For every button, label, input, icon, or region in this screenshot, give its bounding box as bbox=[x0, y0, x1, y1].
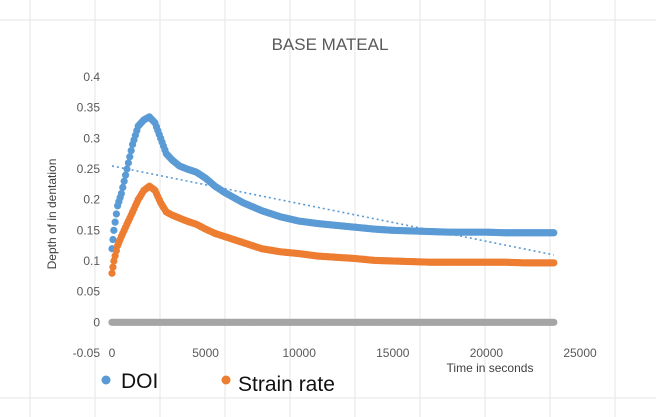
data-point bbox=[112, 210, 120, 218]
series-baseline bbox=[108, 318, 558, 326]
y-tick-label: 0.4 bbox=[83, 70, 100, 84]
y-tick-label: 0.15 bbox=[77, 223, 101, 237]
x-tick-label: 5000 bbox=[192, 346, 219, 360]
data-point bbox=[120, 177, 128, 185]
y-axis-label: Depth of in dentation bbox=[45, 159, 59, 270]
data-point bbox=[109, 263, 117, 271]
trendline-layer bbox=[111, 165, 554, 256]
data-point bbox=[111, 218, 119, 226]
data-point bbox=[550, 229, 558, 237]
x-tick-label: 0 bbox=[109, 346, 116, 360]
y-axis-ticks: -0.05 0 0.05 0.1 0.15 0.2 0.25 0.3 0.35 0.4 bbox=[73, 70, 101, 360]
series-doi bbox=[108, 113, 558, 253]
data-point bbox=[127, 147, 135, 155]
y-tick-label: 0.05 bbox=[77, 285, 101, 299]
y-tick-label: 0.25 bbox=[77, 162, 101, 176]
x-axis-label: Time in seconds bbox=[447, 361, 534, 375]
legend-label-doi: DOI bbox=[121, 370, 158, 393]
x-tick-label: 10000 bbox=[283, 346, 317, 360]
y-tick-label: -0.05 bbox=[73, 346, 101, 360]
data-points bbox=[108, 113, 558, 326]
y-tick-label: 0.1 bbox=[83, 254, 100, 268]
data-point bbox=[550, 259, 558, 267]
legend: DOI Strain rate bbox=[101, 370, 335, 396]
data-point bbox=[119, 183, 127, 191]
x-axis-ticks: 0 5000 10000 15000 20000 25000 bbox=[109, 346, 597, 360]
y-tick-label: 0.35 bbox=[77, 101, 101, 115]
data-point bbox=[117, 189, 125, 198]
data-point bbox=[550, 318, 558, 326]
y-tick-label: 0 bbox=[93, 315, 100, 329]
data-point bbox=[123, 165, 131, 173]
chart-title: BASE MATEAL bbox=[272, 35, 389, 54]
series-strain-rate bbox=[108, 182, 558, 277]
data-point bbox=[110, 226, 118, 234]
x-tick-label: 20000 bbox=[470, 346, 504, 360]
data-point bbox=[109, 235, 117, 244]
x-tick-label: 15000 bbox=[376, 346, 410, 360]
legend-marker-strain-rate bbox=[221, 375, 231, 385]
data-point bbox=[121, 171, 130, 179]
data-point bbox=[108, 269, 116, 277]
x-tick-label: 25000 bbox=[563, 346, 597, 360]
doi-trendline bbox=[111, 165, 554, 256]
legend-label-strain-rate: Strain rate bbox=[238, 373, 335, 396]
legend-marker-doi bbox=[101, 375, 111, 385]
y-tick-label: 0.2 bbox=[83, 193, 100, 207]
data-point bbox=[124, 159, 132, 167]
data-point bbox=[126, 153, 134, 161]
y-tick-label: 0.3 bbox=[83, 131, 100, 145]
